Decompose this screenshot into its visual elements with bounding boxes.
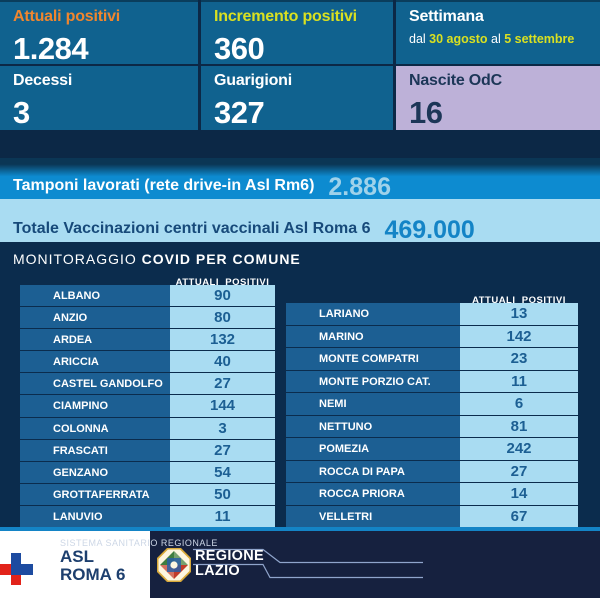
svg-text:REGIONE: REGIONE bbox=[195, 548, 264, 564]
svg-text:LAZIO: LAZIO bbox=[195, 563, 240, 579]
